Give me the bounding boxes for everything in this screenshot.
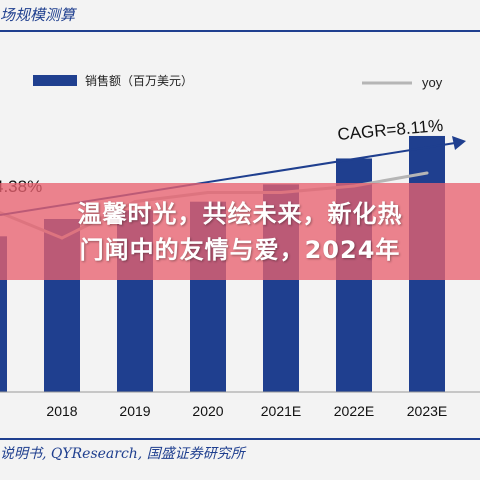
overlay-banner: 温馨时光，共绘未来，新化热 门闻中的友情与爱，2024年 xyxy=(0,183,480,280)
x-tick-2018: 2018 xyxy=(46,403,77,419)
cagr-arrowhead xyxy=(452,136,466,150)
legend-label-yoy: yoy xyxy=(422,75,443,90)
bar-7 xyxy=(0,236,7,392)
x-tick-2021E: 2021E xyxy=(261,403,301,419)
x-tick-2023E: 2023E xyxy=(407,403,447,419)
top-rule xyxy=(0,30,480,32)
banner-line-1: 温馨时光，共绘未来，新化热 xyxy=(77,199,403,228)
legend: 销售额（百万美元） yoy xyxy=(33,73,443,90)
figure-heading: 场规模测算 xyxy=(0,6,76,24)
x-tick-2020: 2020 xyxy=(192,403,223,419)
legend-label-sales: 销售额（百万美元） xyxy=(85,73,193,88)
figure-source: 说明书, QYResearch, 国盛证券研究所 xyxy=(0,446,245,462)
banner-line-2: 门闻中的友情与爱，2024年 xyxy=(79,235,401,264)
x-tick-2019: 2019 xyxy=(119,403,150,419)
x-tick-2022E: 2022E xyxy=(334,403,374,419)
yoy-point-2023E xyxy=(425,171,429,175)
x-axis-labels: 72018201920202021E2022E2023E xyxy=(46,403,447,419)
bottom-rule xyxy=(0,438,480,440)
legend-swatch-sales xyxy=(33,75,77,86)
